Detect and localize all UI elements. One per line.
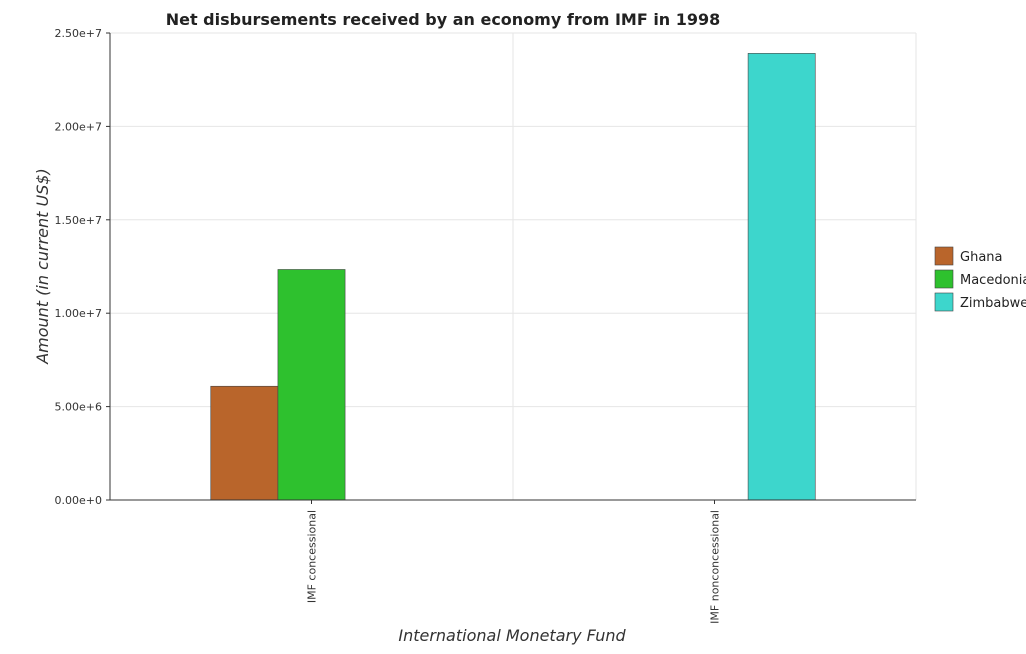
bar-zimbabwe-2 xyxy=(747,53,816,501)
y-tick-label: 0.00e+0 xyxy=(55,494,102,507)
bar-ghana-1 xyxy=(210,385,279,501)
bar-macedonia-1 xyxy=(277,269,346,501)
legend-swatch-ghana xyxy=(934,246,954,266)
y-tick-label: 1.50e+7 xyxy=(55,214,102,227)
y-tick-label: 2.50e+7 xyxy=(55,27,102,40)
bars xyxy=(210,53,816,501)
legend-swatch-zimbabwe xyxy=(934,292,954,312)
legend: Ghana Macedonia Zimbabwe xyxy=(934,246,1026,312)
y-tick-label: 5.00e+6 xyxy=(55,401,102,414)
chart-title: Net disbursements received by an economy… xyxy=(166,10,721,29)
x-tick-label: IMF nonconcessional xyxy=(709,510,722,624)
axes xyxy=(106,32,916,504)
legend-label-zimbabwe: Zimbabwe xyxy=(960,296,1026,311)
legend-swatch-macedonia xyxy=(934,269,954,289)
legend-label-macedonia: Macedonia xyxy=(960,273,1026,288)
legend-label-ghana: Ghana xyxy=(960,250,1003,265)
y-tick-label: 1.00e+7 xyxy=(55,307,102,320)
y-axis-label: Amount (in current US$) xyxy=(33,168,52,365)
tick-labels: 0.00e+0 5.00e+6 1.00e+7 1.50e+7 2.00e+7 2.50e… xyxy=(55,27,722,624)
x-axis-label: International Monetary Fund xyxy=(398,626,626,645)
y-tick-label: 2.00e+7 xyxy=(55,120,102,133)
x-tick-label: IMF concessional xyxy=(306,510,319,603)
